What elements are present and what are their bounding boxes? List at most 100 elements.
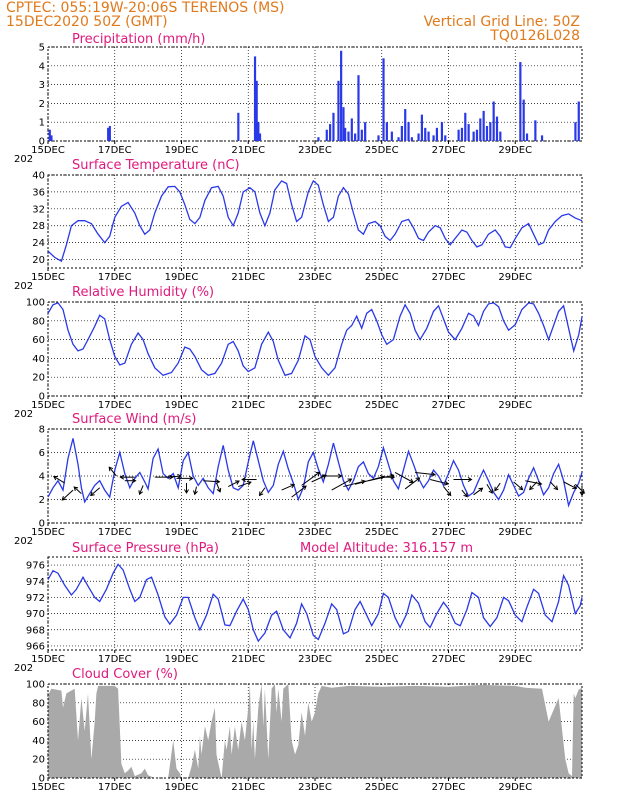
cloud-cover-xtick-label: 27DEC: [432, 782, 466, 793]
wind-direction-arrow: [53, 475, 65, 484]
precipitation-bar: [237, 112, 240, 141]
precipitation-bar: [410, 137, 413, 141]
surface-pressure-xtick-label: 27DEC: [432, 654, 466, 665]
surface-temperature-panel: Surface Temperature (nC) 20 24 28 32 36 40 15D…: [14, 158, 583, 292]
precipitation-bar: [377, 135, 380, 141]
relative-humidity-xtick-label: 19DEC: [165, 400, 199, 411]
precipitation-xtick-label: 21DEC: [231, 145, 265, 156]
surface-temperature-ytick-label: 36: [32, 187, 45, 198]
surface-pressure-panel: Surface Pressure (hPa) Model Altitude: 3…: [14, 541, 583, 674]
surface-pressure-xtick-label: 23DEC: [298, 654, 332, 665]
precipitation-bar: [577, 101, 580, 141]
precipitation-bar: [258, 133, 262, 141]
precipitation-ytick-label: 1: [39, 118, 45, 129]
surface-wind-xtick-label: 21DEC: [231, 527, 265, 538]
precipitation-bar: [360, 129, 363, 141]
surface-pressure-xtick-label: 15DEC: [31, 654, 65, 665]
wind-direction-arrow: [321, 473, 343, 479]
surface-temperature-title: Surface Temperature (nC): [72, 158, 240, 173]
wind-direction-arrow: [124, 478, 137, 484]
precipitation-ytick-label: 5: [39, 43, 45, 54]
precipitation-year-stub: 202: [14, 154, 33, 165]
wind-direction-arrow: [354, 474, 385, 485]
cloud-cover-panel: Cloud Cover (%) 0 20 40 60 80 100 15DEC 17DEC 19…: [26, 667, 583, 793]
surface-temperature-year-stub: 202: [14, 281, 33, 292]
precipitation-bar: [444, 135, 447, 141]
relative-humidity-ytick-label: 20: [32, 373, 45, 384]
cloud-cover-ytick-label: 100: [26, 680, 45, 691]
precipitation-bar: [427, 131, 430, 141]
relative-humidity-ytick-label: 40: [32, 354, 45, 365]
precipitation-xtick-label: 15DEC: [31, 145, 65, 156]
relative-humidity-year-stub: 202: [14, 409, 33, 420]
header-gridline-note: Vertical Grid Line: 50Z: [424, 14, 580, 30]
precipitation-bar: [342, 107, 345, 141]
wind-direction-arrow: [415, 471, 436, 477]
surface-wind-ytick-label: 0: [39, 519, 45, 530]
precipitation-bar: [522, 99, 525, 141]
wind-direction-arrow: [404, 477, 421, 490]
precipitation-bar: [492, 101, 495, 141]
precipitation-ytick-label: 4: [39, 61, 45, 72]
surface-pressure-ytick-label: 972: [26, 593, 45, 604]
precipitation-bar: [329, 124, 332, 141]
surface-pressure-ytick-label: 970: [26, 609, 45, 620]
precipitation-bar: [325, 129, 328, 141]
surface-temperature-xtick-label: 21DEC: [231, 272, 265, 283]
wind-direction-arrow: [176, 475, 194, 481]
precipitation-bar: [344, 127, 347, 141]
precipitation-ytick-label: 3: [39, 80, 45, 91]
wind-direction-arrow: [443, 486, 452, 497]
precipitation-bar: [534, 120, 537, 141]
precipitation-bar: [432, 135, 435, 141]
surface-temperature-xtick-label: 23DEC: [298, 272, 332, 283]
relative-humidity-ytick-label: 0: [39, 392, 45, 403]
wind-direction-arrow: [494, 482, 501, 492]
precipitation-title: Precipitation (mm/h): [72, 32, 205, 47]
cloud-cover-xtick-label: 17DEC: [98, 782, 132, 793]
precipitation-bar: [540, 135, 544, 141]
surface-wind-ytick-label: 2: [39, 495, 45, 506]
surface-wind-title: Surface Wind (m/s): [72, 412, 196, 427]
wind-direction-arrow: [563, 481, 578, 490]
precipitation-bar: [257, 122, 260, 141]
surface-wind-ytick-label: 6: [39, 448, 45, 459]
wind-direction-arrow: [184, 483, 189, 494]
surface-temperature-xtick-label: 25DEC: [365, 272, 399, 283]
precipitation-bar: [48, 129, 51, 141]
wind-direction-arrow: [430, 479, 450, 486]
precipitation-bar: [467, 124, 470, 141]
header-station: CPTEC: 055:19W-20:06S TERENOS (MS): [6, 0, 285, 16]
relative-humidity-series-line: [47, 302, 583, 377]
precipitation-bar: [420, 114, 423, 141]
precipitation-bar: [435, 127, 439, 141]
relative-humidity-xtick-label: 29DEC: [498, 400, 532, 411]
relative-humidity-xtick-label: 21DEC: [231, 400, 265, 411]
relative-humidity-title: Relative Humidity (%): [72, 285, 214, 300]
precipitation-bar: [357, 75, 360, 141]
relative-humidity-ytick-label: 60: [32, 335, 45, 346]
precipitation-bar: [347, 131, 350, 141]
precipitation-bar: [460, 127, 464, 141]
precipitation-bar: [472, 131, 475, 141]
precipitation-frame: [47, 46, 583, 142]
precipitation-bar: [525, 133, 529, 141]
surface-temperature-xtick-label: 19DEC: [165, 272, 199, 283]
surface-wind-xtick-label: 19DEC: [165, 527, 199, 538]
precipitation-xtick-label: 19DEC: [165, 145, 199, 156]
cloud-cover-frame-top: [47, 683, 583, 779]
precipitation-ytick-label: 2: [39, 99, 45, 110]
wind-direction-arrow: [193, 486, 198, 496]
relative-humidity-panel: Relative Humidity (%) 0 20 40 60 80 100 15DEC 1…: [14, 285, 583, 420]
wind-direction-arrow: [108, 466, 117, 477]
precipitation-bar: [519, 62, 522, 141]
wind-direction-arrow: [216, 482, 222, 493]
relative-humidity-xtick-label: 27DEC: [432, 400, 466, 411]
surface-wind-xtick-label: 15DEC: [31, 527, 65, 538]
precipitation-bar: [253, 56, 257, 141]
cloud-cover-ytick-label: 80: [32, 698, 45, 709]
relative-humidity-ytick-label: 80: [32, 316, 45, 327]
precipitation-xtick-label: 17DEC: [98, 145, 132, 156]
precipitation-bar: [440, 122, 444, 141]
